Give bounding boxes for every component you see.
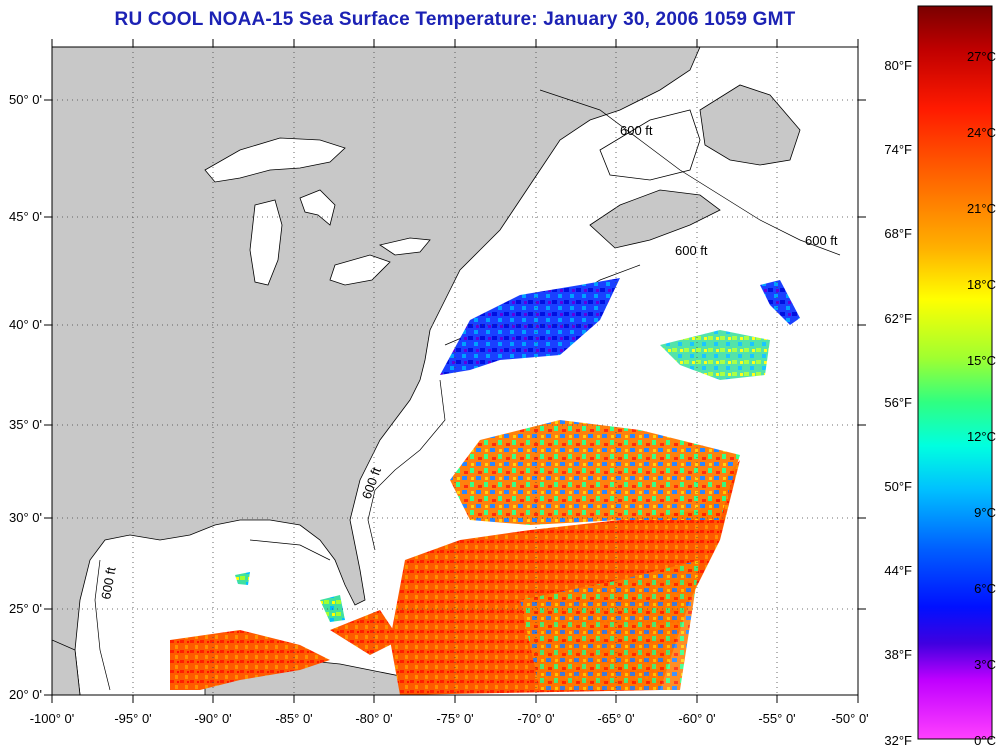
f-label-74: 74°F xyxy=(884,142,912,157)
lon-label-90: -90° 0' xyxy=(194,711,231,726)
lat-label-45: 45° 0' xyxy=(9,209,42,224)
newfoundland xyxy=(699,84,801,166)
lon-label-70: -70° 0' xyxy=(517,711,554,726)
sst-cool-grandbanks xyxy=(660,330,770,380)
f-label-32: 32°F xyxy=(884,733,912,748)
sst-cold-north-spot xyxy=(760,280,800,325)
contour-label: 600 ft xyxy=(805,233,838,248)
lat-label-30: 30° 0' xyxy=(9,510,42,525)
colorbar-gradient xyxy=(917,5,993,740)
longitude-labels: -100° 0' -95° 0' -90° 0' -85° 0' -80° 0'… xyxy=(30,711,869,726)
sst-warm-florida-straits xyxy=(330,610,400,655)
c-label-9: 9°C xyxy=(974,505,996,520)
colorbar-fahrenheit-labels: 80°F 74°F 68°F 62°F 56°F 50°F 44°F 38°F … xyxy=(884,58,912,748)
latitude-labels: 50° 0' 45° 0' 40° 0' 35° 0' 30° 0' 25° 0… xyxy=(9,92,42,702)
yucatan xyxy=(52,639,81,695)
sst-cool-gulf xyxy=(235,572,345,622)
lon-label-95: -95° 0' xyxy=(114,711,151,726)
colorbar: 80°F 74°F 68°F 62°F 56°F 50°F 44°F 38°F … xyxy=(884,5,996,748)
ticks xyxy=(44,39,866,703)
c-label-21: 21°C xyxy=(967,201,996,216)
sst-mixed-southeast xyxy=(520,560,700,690)
north-america-landmass xyxy=(52,47,701,695)
map-title: RU COOL NOAA-15 Sea Surface Temperature:… xyxy=(114,9,796,30)
c-label-3: 3°C xyxy=(974,657,996,672)
c-label-24: 24°C xyxy=(967,125,996,140)
colorbar-celsius-labels: 27°C 24°C 21°C 18°C 15°C 12°C 9°C 6°C 3°… xyxy=(967,49,996,748)
c-label-15: 15°C xyxy=(967,353,996,368)
map-content: 600 ft 600 ft 600 ft 600 ft 600 ft 600 f… xyxy=(52,47,841,695)
lat-label-40: 40° 0' xyxy=(9,317,42,332)
lon-label-50: -50° 0' xyxy=(831,711,868,726)
c-label-12: 12°C xyxy=(967,429,996,444)
contour-label: 600 ft xyxy=(98,566,118,601)
f-label-50: 50°F xyxy=(884,479,912,494)
lon-label-100: -100° 0' xyxy=(30,711,75,726)
f-label-68: 68°F xyxy=(884,226,912,241)
c-label-27: 27°C xyxy=(967,49,996,64)
lon-label-85: -85° 0' xyxy=(275,711,312,726)
sst-warm-caribbean xyxy=(170,630,330,690)
c-label-6: 6°C xyxy=(974,581,996,596)
f-label-56: 56°F xyxy=(884,395,912,410)
c-label-18: 18°C xyxy=(967,277,996,292)
lon-label-75: -75° 0' xyxy=(436,711,473,726)
f-label-62: 62°F xyxy=(884,311,912,326)
gulf-st-lawrence xyxy=(599,109,701,181)
c-label-0: 0°C xyxy=(974,733,996,748)
lat-label-25: 25° 0' xyxy=(9,601,42,616)
nova-scotia xyxy=(589,189,721,249)
lat-label-20: 20° 0' xyxy=(9,687,42,702)
f-label-80: 80°F xyxy=(884,58,912,73)
graticule xyxy=(52,47,858,695)
lat-label-35: 35° 0' xyxy=(9,417,42,432)
sst-mixed-subtropical xyxy=(450,420,740,525)
sst-cold-shelf xyxy=(440,278,620,375)
lon-label-60: -60° 0' xyxy=(678,711,715,726)
lon-label-65: -65° 0' xyxy=(597,711,634,726)
lon-label-55: -55° 0' xyxy=(758,711,795,726)
great-lakes xyxy=(204,137,431,286)
lat-label-50: 50° 0' xyxy=(9,92,42,107)
lon-label-80: -80° 0' xyxy=(355,711,392,726)
f-label-38: 38°F xyxy=(884,647,912,662)
f-label-44: 44°F xyxy=(884,563,912,578)
contour-label: 600 ft xyxy=(620,123,653,138)
contour-label: 600 ft xyxy=(675,243,708,258)
